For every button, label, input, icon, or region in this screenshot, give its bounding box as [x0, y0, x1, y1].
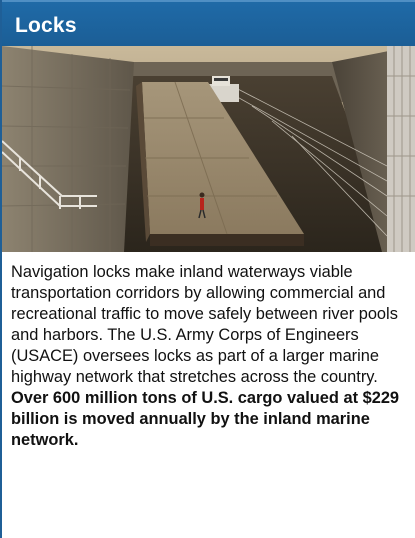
cargo-statistic: Over 600 million tons of U.S. cargo valu…	[11, 389, 400, 449]
lock-photo	[2, 46, 415, 252]
card-title: Locks	[15, 14, 77, 37]
card-header: Locks	[2, 0, 415, 46]
description-paragraph: Navigation locks make inland waterways v…	[11, 263, 398, 386]
barge-lock-illustration	[2, 46, 415, 252]
locks-description: Navigation locks make inland waterways v…	[11, 262, 409, 451]
